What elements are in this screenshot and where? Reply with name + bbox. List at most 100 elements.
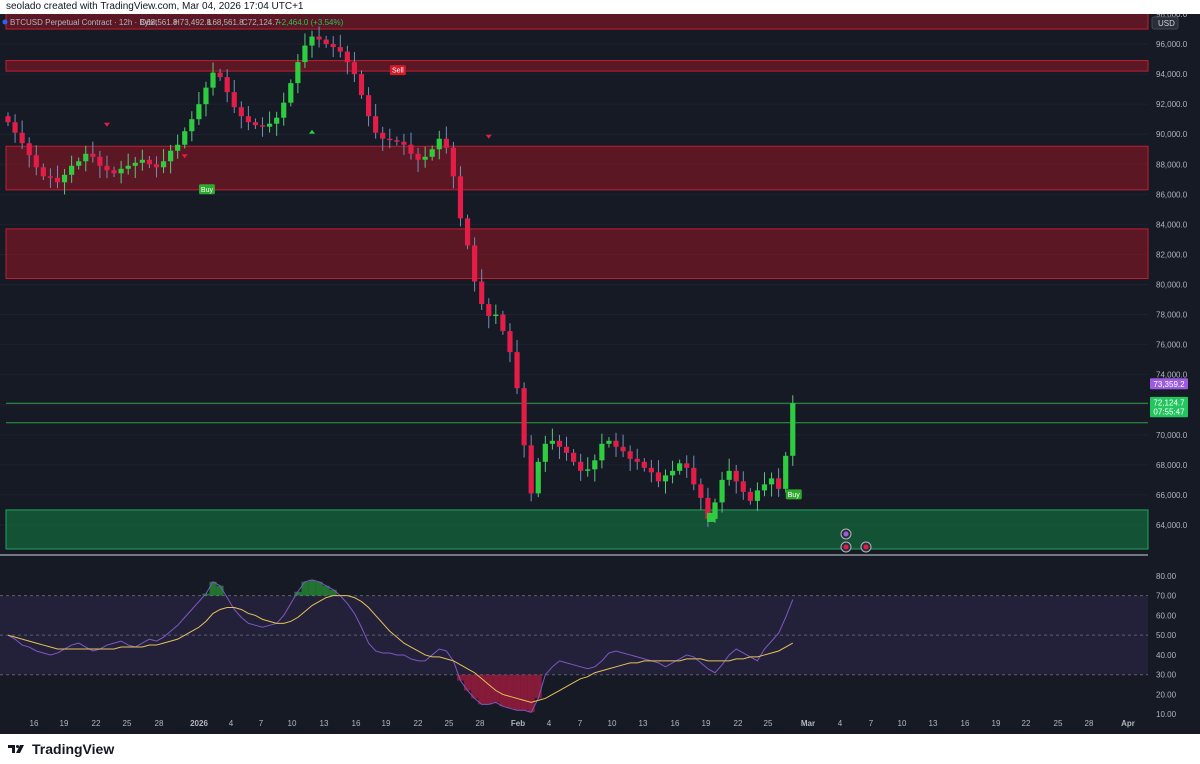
price-label-box xyxy=(1150,396,1188,408)
candle-body xyxy=(514,352,520,389)
candle-body xyxy=(436,138,442,150)
date-tick-label: 4 xyxy=(547,719,552,728)
date-tick-label: 22 xyxy=(92,719,101,728)
candle-body xyxy=(203,87,209,105)
rsi-pane xyxy=(0,579,1148,713)
candle-body xyxy=(662,475,669,482)
event-icons[interactable] xyxy=(840,528,872,553)
candle-body xyxy=(97,156,103,166)
candle-body xyxy=(606,440,612,444)
buy-signal-label: Buy xyxy=(201,187,214,194)
date-tick-label: 25 xyxy=(445,719,454,728)
ohlc-low: L68,561.8 xyxy=(208,18,244,27)
candle-body xyxy=(542,443,548,462)
price-tick-label: 96,000.0 xyxy=(1156,40,1188,49)
candle-body xyxy=(401,141,407,145)
flag-marker-icon xyxy=(707,512,715,522)
candle-body xyxy=(132,162,138,166)
buy-signal-badge xyxy=(198,184,215,195)
candle-body xyxy=(479,281,485,305)
price-label-text: 72,124.7 xyxy=(1153,398,1185,407)
tradingview-logo-icon xyxy=(8,745,24,753)
flag-us-icon[interactable] xyxy=(860,541,872,553)
candle-body xyxy=(740,481,746,492)
candle-body xyxy=(358,74,365,96)
flag-us-icon[interactable] xyxy=(840,541,852,553)
rsi-tick-label: 70.00 xyxy=(1156,592,1177,601)
candle-body xyxy=(655,472,662,482)
candle-body xyxy=(592,460,598,470)
sell-signal[interactable]: Sell xyxy=(389,65,406,76)
candle-body xyxy=(168,150,174,162)
rsi-tick-label: 60.00 xyxy=(1156,611,1177,620)
candle-body xyxy=(266,123,273,127)
red-zone-box xyxy=(5,145,1149,191)
candle-body xyxy=(691,467,697,485)
date-tick-label: 7 xyxy=(259,719,264,728)
date-tick-label: 19 xyxy=(702,719,711,728)
candle-body xyxy=(139,159,145,163)
candle-body xyxy=(295,62,301,84)
date-tick-label: 19 xyxy=(382,719,391,728)
candle-body xyxy=(224,77,230,93)
candle-body xyxy=(493,314,499,317)
sell-signal-label: Sell xyxy=(392,68,404,75)
time-axis[interactable]: 16 19 22 25 28 2026 4 7 10 13 16 19 22 25 28 Feb 4 7 10 13 1… xyxy=(30,719,1135,728)
lightning-icon[interactable] xyxy=(840,528,852,540)
symbol-legend: BTCUSD Perpetual Contract · 12h · Bybit … xyxy=(2,18,344,27)
candle-body xyxy=(380,132,386,139)
price-tick-label: 64,000.0 xyxy=(1156,521,1188,530)
currency-badge[interactable]: USD xyxy=(1151,16,1179,30)
candle-body xyxy=(125,165,131,169)
symbol-title: BTCUSD Perpetual Contract · 12h · Bybit xyxy=(10,18,158,27)
candlestick-series[interactable] xyxy=(5,26,796,527)
date-tick-label: 22 xyxy=(414,719,423,728)
rsi-oversold-fill xyxy=(456,674,542,713)
candle-body xyxy=(54,177,61,183)
green-zone-box xyxy=(5,509,1149,550)
candle-body xyxy=(677,463,683,471)
candle-body xyxy=(394,140,400,142)
candle-body xyxy=(754,490,761,501)
candle-body xyxy=(274,117,280,124)
candle-body xyxy=(450,147,457,177)
candle-body xyxy=(776,478,782,489)
candle-body xyxy=(585,469,591,471)
price-tick-label: 74,000.0 xyxy=(1156,371,1188,380)
candle-body xyxy=(486,304,492,317)
date-tick-label: 16 xyxy=(961,719,970,728)
candle-body xyxy=(768,478,775,485)
candle-body xyxy=(118,168,124,174)
candle-body xyxy=(783,455,789,489)
signal-markers[interactable]: Sell Buy Buy xyxy=(103,65,802,522)
date-tick-label: 19 xyxy=(60,719,69,728)
sell-signal-badge xyxy=(389,65,406,76)
price-tick-label: 84,000.0 xyxy=(1156,220,1188,229)
arrow-up-icon xyxy=(309,129,316,134)
candle-body xyxy=(733,470,739,482)
red-zone-box xyxy=(5,228,1149,279)
buy-signal[interactable]: Buy xyxy=(198,184,215,195)
price-axis[interactable]: 98,000.096,000.094,000.092,000.090,000.0… xyxy=(1150,14,1188,530)
price-tick-label: 90,000.0 xyxy=(1156,130,1188,139)
price-tick-label: 86,000.0 xyxy=(1156,190,1188,199)
date-tick-label: Mar xyxy=(801,719,815,728)
candle-body xyxy=(19,132,25,144)
date-tick-label: 28 xyxy=(155,719,164,728)
candle-body xyxy=(104,165,110,171)
candle-body xyxy=(578,461,584,471)
buy-signal[interactable]: Buy xyxy=(785,489,802,500)
zone-boxes xyxy=(5,14,1149,550)
price-tick-label: 92,000.0 xyxy=(1156,100,1188,109)
candle-body xyxy=(316,36,322,40)
date-tick-label: 7 xyxy=(869,719,874,728)
date-tick-label: 25 xyxy=(1054,719,1063,728)
candle-body xyxy=(238,107,244,117)
rsi-axis[interactable]: 80.00 70.00 60.00 50.00 40.00 30.00 20.00 10.00 xyxy=(1156,572,1177,719)
candle-body xyxy=(344,51,350,63)
candle-body xyxy=(599,443,605,461)
candle-body xyxy=(5,116,11,123)
tradingview-footer: TradingView xyxy=(0,734,1200,764)
candle-body xyxy=(196,104,202,120)
